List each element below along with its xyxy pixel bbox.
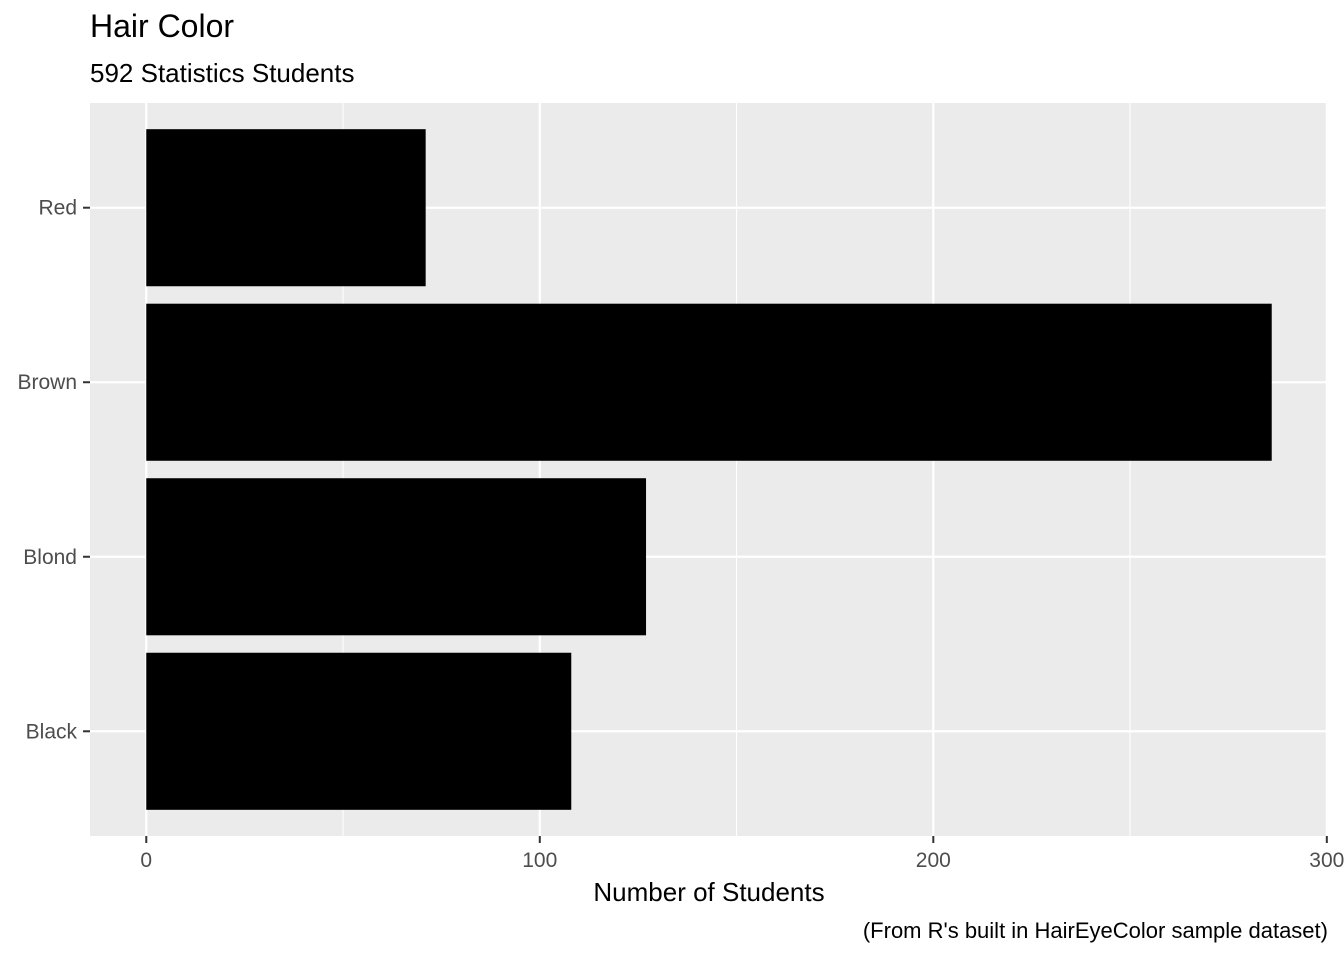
x-tick-label: 300: [1309, 849, 1344, 872]
chart-subtitle: 592 Statistics Students: [90, 58, 355, 88]
y-tick-label: Blond: [23, 546, 77, 569]
y-tick-label: Black: [26, 720, 78, 743]
x-tick-label: 200: [916, 849, 951, 872]
bar-blond: [146, 478, 647, 636]
x-tick-label: 0: [140, 849, 152, 872]
y-tick-label: Brown: [17, 371, 77, 394]
chart-caption: (From R's built in HairEyeColor sample d…: [862, 918, 1328, 943]
bar-red: [146, 129, 426, 287]
bar-black: [146, 652, 572, 810]
x-axis-title: Number of Students: [593, 877, 824, 907]
y-tick-label: Red: [38, 197, 77, 220]
chart-title: Hair Color: [90, 8, 235, 44]
x-tick-label: 100: [522, 849, 557, 872]
bar-brown: [146, 303, 1272, 461]
